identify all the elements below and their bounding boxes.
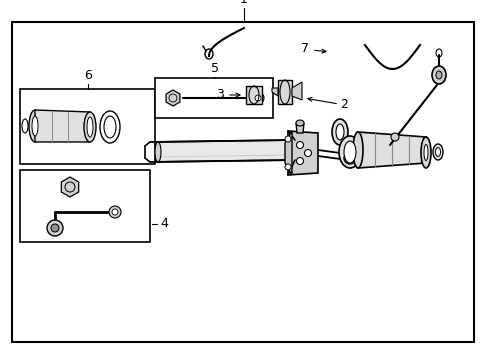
Ellipse shape	[331, 119, 347, 145]
Ellipse shape	[285, 164, 290, 170]
Ellipse shape	[431, 66, 445, 84]
FancyArrowPatch shape	[229, 93, 240, 97]
Polygon shape	[271, 88, 278, 96]
Polygon shape	[61, 177, 79, 197]
Ellipse shape	[335, 124, 343, 140]
Ellipse shape	[254, 95, 261, 101]
Ellipse shape	[296, 157, 303, 165]
Ellipse shape	[112, 209, 118, 215]
Ellipse shape	[435, 71, 441, 79]
Polygon shape	[278, 80, 291, 104]
Ellipse shape	[285, 136, 290, 142]
Polygon shape	[285, 131, 291, 175]
Text: 2: 2	[339, 98, 347, 111]
Ellipse shape	[423, 144, 427, 161]
Polygon shape	[166, 90, 180, 106]
Ellipse shape	[251, 92, 264, 104]
Bar	[12, 22, 473, 342]
Ellipse shape	[29, 110, 41, 142]
Bar	[155, 78, 272, 118]
Ellipse shape	[87, 117, 93, 137]
Text: 7: 7	[301, 41, 308, 54]
Ellipse shape	[295, 120, 304, 126]
Polygon shape	[287, 131, 317, 175]
Ellipse shape	[352, 132, 362, 168]
Polygon shape	[295, 123, 304, 133]
Ellipse shape	[420, 137, 430, 168]
Ellipse shape	[338, 136, 360, 168]
Text: 5: 5	[210, 62, 219, 75]
Ellipse shape	[84, 112, 96, 142]
Ellipse shape	[390, 133, 398, 141]
Text: 1: 1	[240, 0, 247, 6]
Ellipse shape	[435, 148, 440, 157]
Bar	[245, 86, 262, 104]
Ellipse shape	[51, 224, 59, 232]
Polygon shape	[150, 140, 294, 162]
Bar	[20, 89, 155, 164]
Ellipse shape	[155, 142, 161, 162]
Ellipse shape	[343, 141, 355, 163]
Text: 4: 4	[160, 217, 167, 230]
Text: 6: 6	[84, 69, 92, 82]
Ellipse shape	[432, 144, 442, 160]
Polygon shape	[291, 82, 302, 100]
Ellipse shape	[296, 141, 303, 148]
Ellipse shape	[304, 149, 311, 157]
Polygon shape	[357, 132, 425, 168]
Ellipse shape	[47, 220, 63, 236]
Ellipse shape	[343, 152, 355, 164]
Polygon shape	[35, 110, 90, 142]
FancyArrowPatch shape	[307, 98, 336, 104]
Bar	[20, 170, 150, 242]
Text: 3: 3	[216, 89, 224, 102]
FancyArrowPatch shape	[314, 49, 325, 53]
Ellipse shape	[109, 206, 121, 218]
Ellipse shape	[32, 116, 38, 136]
